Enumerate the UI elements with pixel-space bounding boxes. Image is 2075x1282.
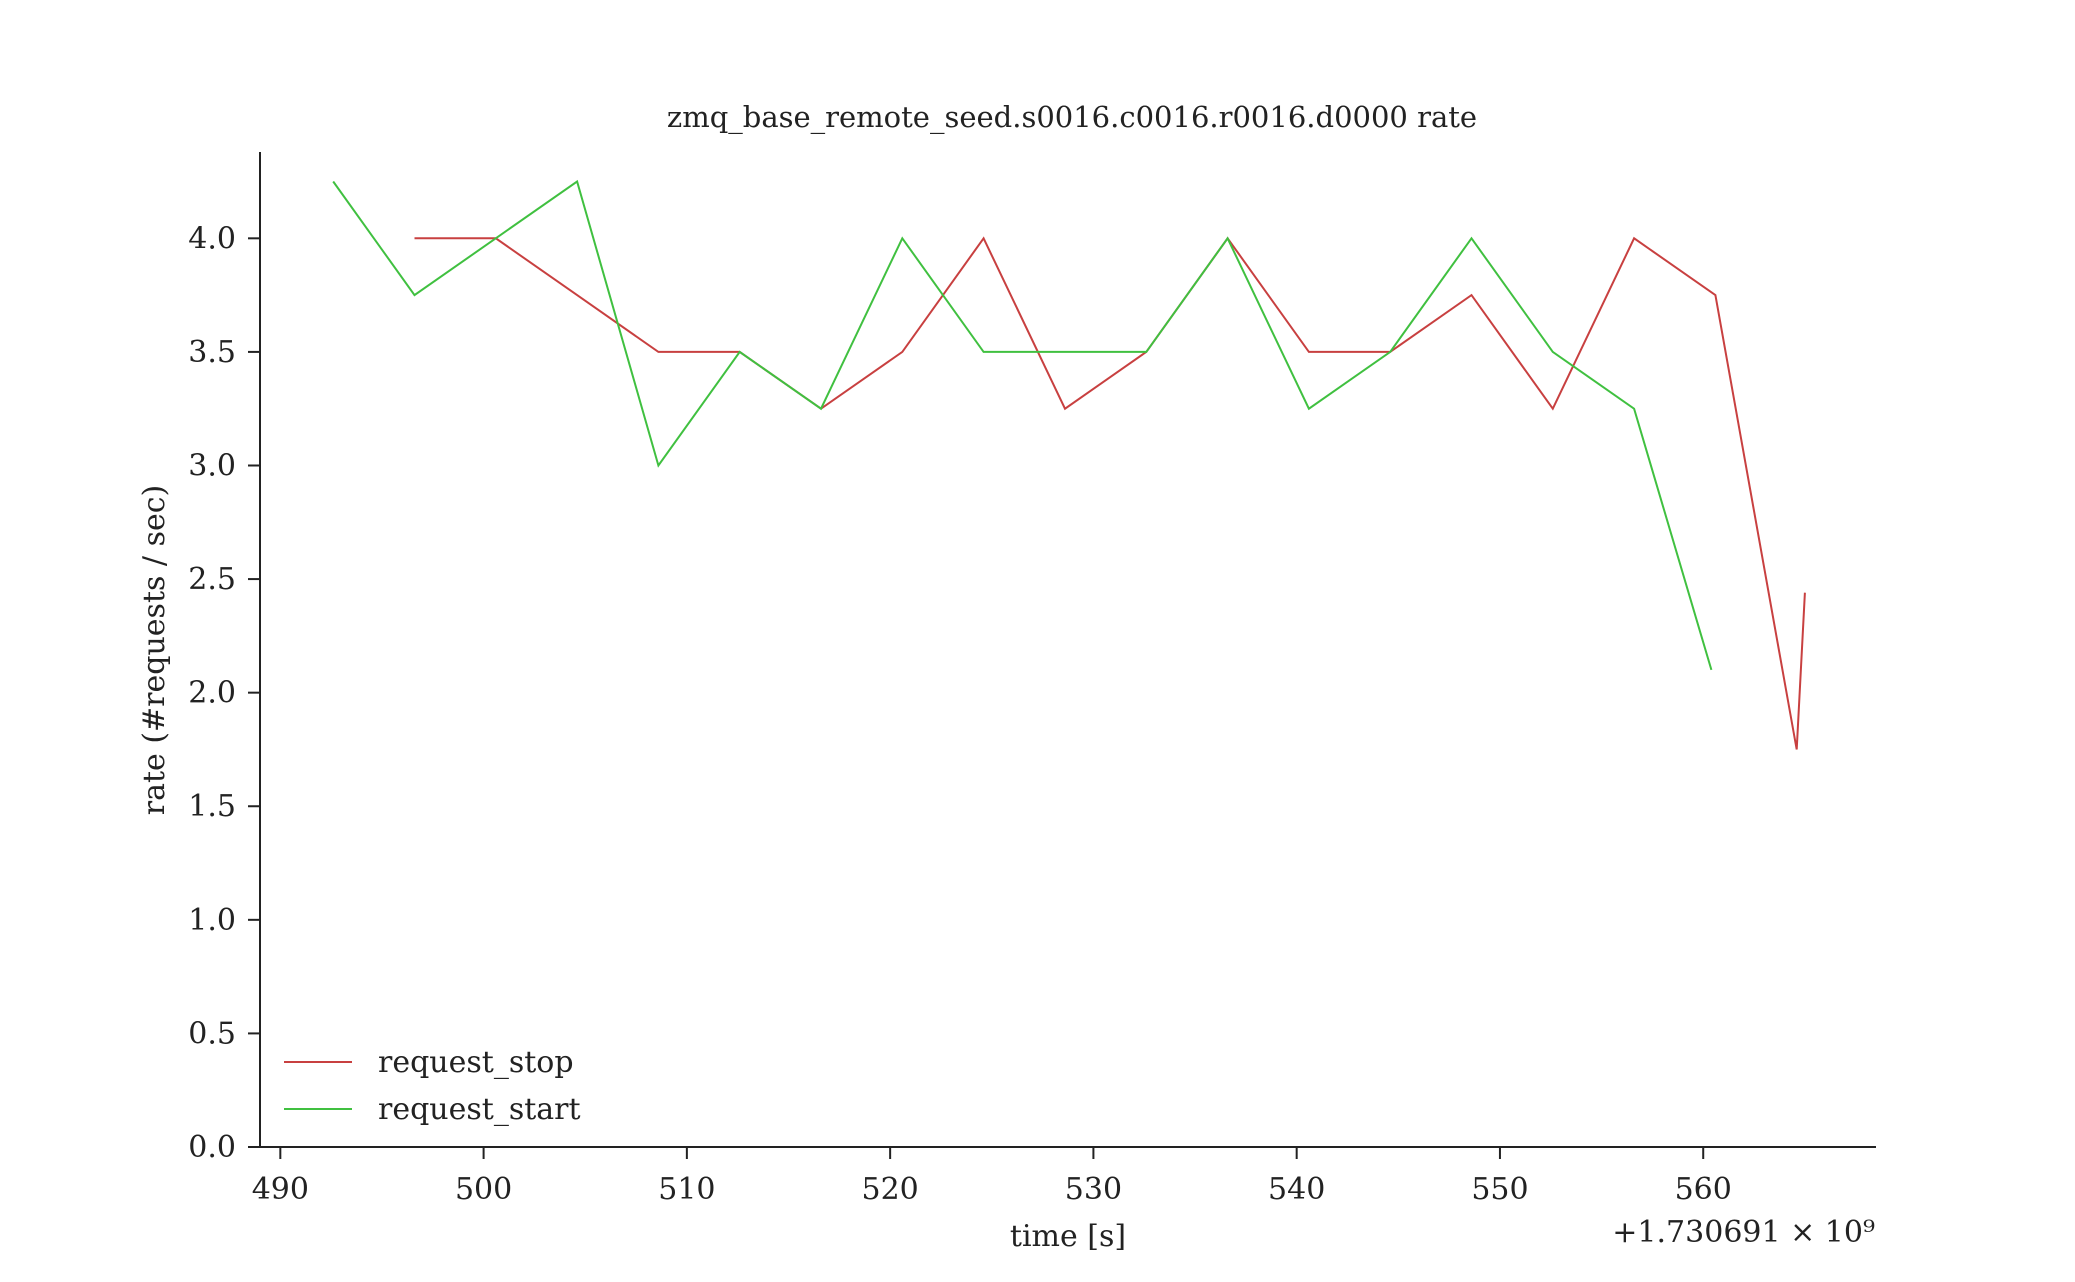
y-tick-label: 0.5: [188, 1016, 236, 1051]
data-point: [1552, 351, 1554, 353]
y-axis: 0.0 0.5 1.0 1.5 2.0 2.5 3.0 3.5 4.0: [188, 152, 261, 1165]
data-point: [1470, 294, 1472, 296]
x-tick-label: 540: [1268, 1172, 1325, 1207]
series-request-stop: [413, 236, 1806, 750]
legend: request_stop request_start: [284, 1045, 581, 1127]
data-point: [495, 237, 497, 239]
data-point: [1796, 748, 1798, 750]
legend-label: request_start: [378, 1092, 581, 1127]
data-point: [413, 237, 415, 239]
data-point: [983, 237, 985, 239]
legend-item: request_stop: [284, 1045, 574, 1080]
data-point: [1064, 351, 1066, 353]
y-tick-label: 0.0: [188, 1130, 236, 1165]
data-point: [1470, 237, 1472, 239]
data-point: [901, 237, 903, 239]
x-axis: 490 500 510 520 530 540 550 560: [252, 1146, 1876, 1207]
series-line-request-stop: [414, 236, 1806, 750]
x-axis-offset-label: +1.730691 × 10⁹: [1612, 1215, 1875, 1250]
y-tick-label: 1.5: [188, 789, 236, 824]
data-point: [576, 294, 578, 296]
data-point: [1710, 669, 1712, 671]
data-point: [820, 408, 822, 410]
data-point: [657, 351, 659, 353]
data-point: [1714, 294, 1716, 296]
x-tick-label: 500: [455, 1172, 512, 1207]
y-tick-label: 4.0: [188, 221, 236, 256]
y-tick-label: 3.5: [188, 335, 236, 370]
data-point: [1145, 351, 1147, 353]
data-point: [1633, 408, 1635, 410]
x-tick-label: 550: [1471, 1172, 1528, 1207]
data-point: [1308, 351, 1310, 353]
data-point: [657, 464, 659, 466]
series-request-start: [332, 179, 1713, 671]
data-point: [576, 181, 578, 183]
data-point: [901, 351, 903, 353]
data-point: [1389, 351, 1391, 353]
data-point: [332, 181, 334, 183]
x-tick-label: 560: [1675, 1172, 1732, 1207]
chart-title: zmq_base_remote_seed.s0016.c0016.r0016.d…: [667, 100, 1477, 135]
x-tick-label: 490: [252, 1172, 309, 1207]
data-point: [983, 351, 985, 353]
data-point: [1064, 408, 1066, 410]
y-tick-label: 3.0: [188, 448, 236, 483]
x-tick-label: 530: [1065, 1172, 1122, 1207]
y-tick-label: 2.0: [188, 676, 236, 711]
data-point: [1227, 237, 1229, 239]
data-point: [739, 351, 741, 353]
x-axis-label: time [s]: [1010, 1219, 1126, 1254]
x-tick-label: 520: [862, 1172, 919, 1207]
data-point: [1804, 592, 1806, 594]
data-point: [413, 294, 415, 296]
x-tick-label: 510: [658, 1172, 715, 1207]
y-tick-label: 1.0: [188, 903, 236, 938]
series-layer: [332, 179, 1806, 750]
data-point: [1633, 237, 1635, 239]
legend-item: request_start: [284, 1092, 581, 1127]
data-point: [1552, 408, 1554, 410]
data-point: [1308, 408, 1310, 410]
legend-label: request_stop: [378, 1045, 574, 1080]
y-axis-label: rate (#requests / sec): [137, 485, 172, 815]
series-line-request-start: [332, 179, 1713, 671]
y-tick-label: 2.5: [188, 562, 236, 597]
